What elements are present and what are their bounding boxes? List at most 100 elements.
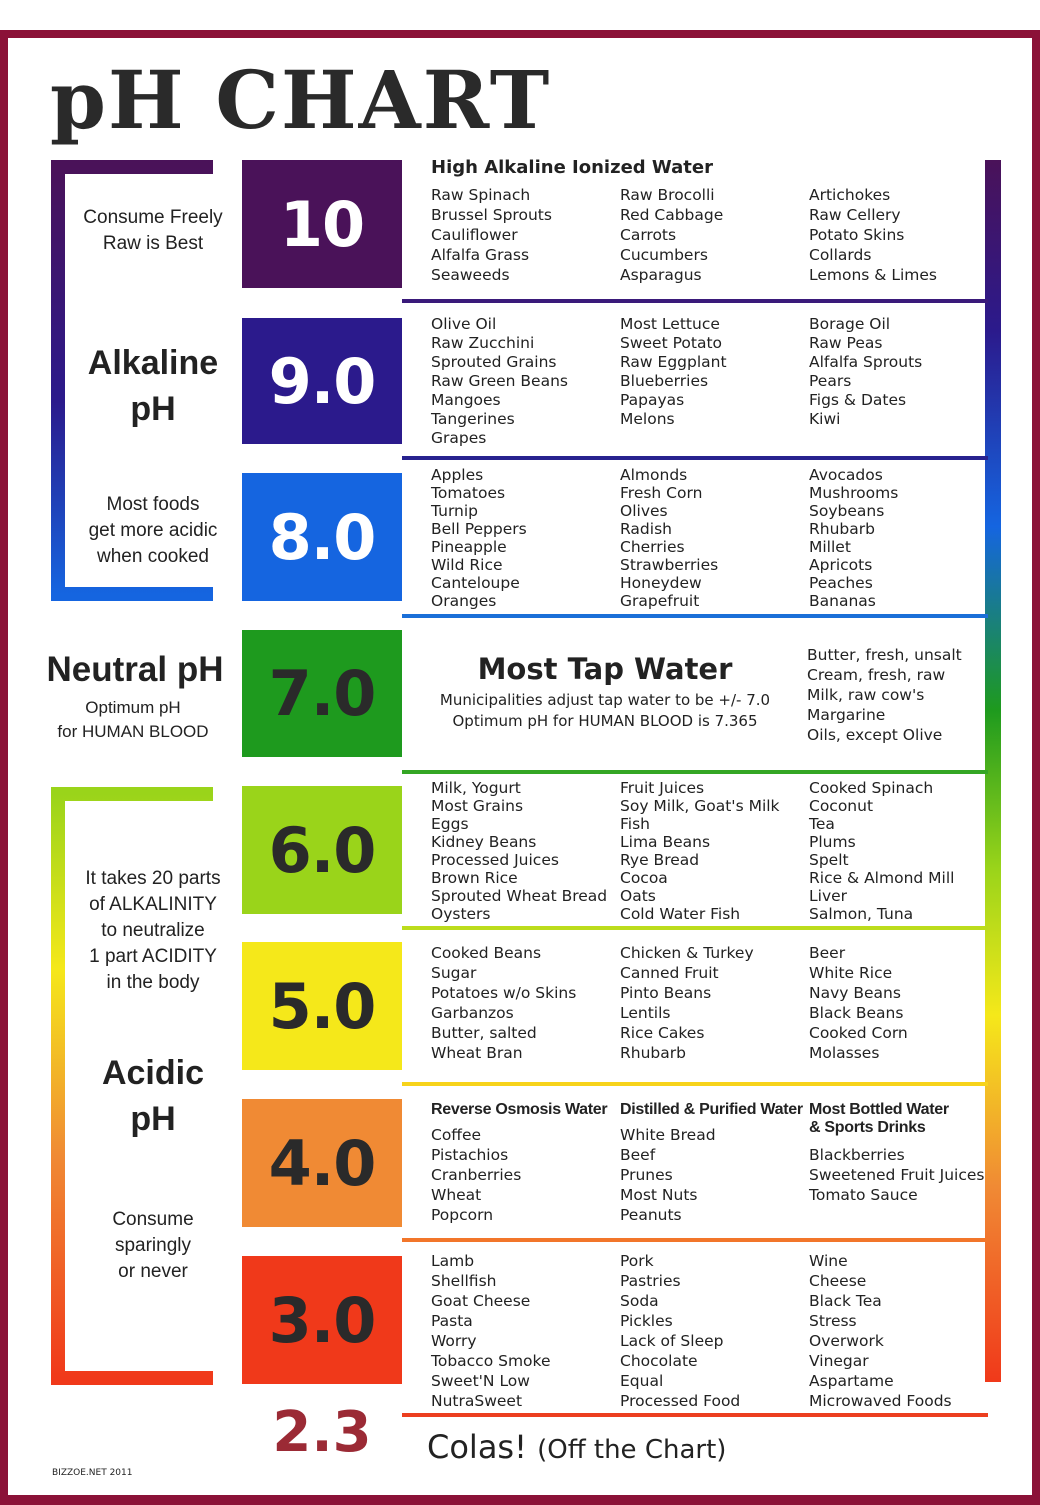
list-item: Rice Cakes xyxy=(620,1024,705,1042)
ph-value: 10 xyxy=(279,187,365,261)
list-item: Apples xyxy=(431,466,484,484)
sidebar-alkaline: Alkaline pH xyxy=(87,344,219,428)
list-item: Oats xyxy=(620,887,656,905)
list-item: Carrots xyxy=(620,226,677,244)
list-item: Wheat Bran xyxy=(431,1044,523,1062)
list-item: Stress xyxy=(809,1312,857,1330)
list-item: Garbanzos xyxy=(431,1004,514,1022)
list-item: Pickles xyxy=(620,1312,673,1330)
list-item: Potatoes w/o Skins xyxy=(431,984,577,1002)
list-item: Chicken & Turkey xyxy=(620,944,754,962)
colas-title: Colas! xyxy=(427,1428,527,1466)
list-item: Mushrooms xyxy=(809,484,899,502)
list-item: Pork xyxy=(620,1252,654,1270)
list-item: Pinto Beans xyxy=(620,984,712,1002)
ph-box-9: 9.0 xyxy=(242,318,402,444)
level-4-col-2: White Bread Beef Prunes Most Nuts Peanuts xyxy=(620,1125,716,1225)
level-6-col-1: Milk, Yogurt Most Grains Eggs Kidney Beans P… xyxy=(431,779,607,923)
list-item: Processed Food xyxy=(620,1392,741,1410)
list-item: Rice & Almond Mill xyxy=(809,869,955,887)
list-item: Pastries xyxy=(620,1272,681,1290)
level-8-col-2: Almonds Fresh Corn Olives Radish Cherries Str… xyxy=(620,466,718,610)
list-item: Lamb xyxy=(431,1252,475,1270)
list-item: Pears xyxy=(809,372,852,390)
list-item: Cocoa xyxy=(620,869,668,887)
level-8-col-3: Avocados Mushrooms Soybeans Rhubarb Millet Ap… xyxy=(809,466,898,610)
list-item: Wild Rice xyxy=(431,556,503,574)
list-item: Asparagus xyxy=(620,266,702,284)
ph-box-8: 8.0 xyxy=(242,473,402,601)
list-item: Turnip xyxy=(431,502,479,520)
list-item: Soda xyxy=(620,1292,659,1310)
list-item: Sprouted Grains xyxy=(431,353,557,371)
list-item: Oils, except Olive xyxy=(807,726,943,744)
list-item: Liver xyxy=(809,887,848,905)
list-item: Pineapple xyxy=(431,538,507,556)
list-item: Borage Oil xyxy=(809,315,891,333)
level-7-col: Butter, fresh, unsalt Cream, fresh, raw Mi… xyxy=(807,645,962,745)
list-item: Butter, salted xyxy=(431,1024,537,1042)
ph-box-7: 7.0 xyxy=(242,630,402,757)
list-item: Raw Spinach xyxy=(431,186,531,204)
list-item: Olive Oil xyxy=(431,315,497,333)
list-item: Goat Cheese xyxy=(431,1292,531,1310)
ph-box-5: 5.0 xyxy=(242,942,402,1070)
sidebar-sparingly: Consume sparingly or never xyxy=(112,1209,194,1282)
list-item: Bananas xyxy=(809,592,876,610)
list-item: Bell Peppers xyxy=(431,520,527,538)
list-item: Artichokes xyxy=(809,186,891,204)
list-item: Lack of Sleep xyxy=(620,1332,724,1350)
list-item: Aspartame xyxy=(809,1372,894,1390)
list-item: Brussel Sprouts xyxy=(431,206,552,224)
list-item: Beef xyxy=(620,1146,656,1164)
colas-ph-value: 2.3 xyxy=(272,1400,372,1465)
level-3-col-3: Wine Cheese Black Tea Stress Overwork Vinegar… xyxy=(809,1251,952,1411)
ph-value: 7.0 xyxy=(268,657,377,730)
ph-value: 5.0 xyxy=(268,969,377,1043)
level-6-col-3: Cooked Spinach Coconut Tea Plums Spelt Rice &… xyxy=(809,779,954,923)
ph-value: 6.0 xyxy=(268,813,377,887)
list-item: Soy Milk, Goat's Milk xyxy=(620,797,780,815)
list-item: Tea xyxy=(809,815,835,833)
list-item: White Bread xyxy=(620,1126,716,1144)
list-item: Blueberries xyxy=(620,372,709,390)
list-item: Lentils xyxy=(620,1004,671,1022)
list-item: Margarine xyxy=(807,706,886,724)
level-9-col-3: Borage Oil Raw Peas Alfalfa Sprouts Pears Fi… xyxy=(809,315,922,429)
list-item: Alfalfa Sprouts xyxy=(809,353,923,371)
level-4-col-1: Coffee Pistachios Cranberries Wheat Popcorn xyxy=(431,1125,521,1225)
list-item: Plums xyxy=(809,833,856,851)
ph-value: 4.0 xyxy=(268,1126,377,1200)
list-item: Strawberries xyxy=(620,556,719,574)
tap-water-note: Municipalities adjust tap water to be +/… xyxy=(439,691,771,730)
list-item: Radish xyxy=(620,520,672,538)
list-item: Most Lettuce xyxy=(620,315,720,333)
list-item: Grapes xyxy=(431,429,487,447)
list-item: Eggs xyxy=(431,815,469,833)
list-item: Kiwi xyxy=(809,410,841,428)
ph-box-6: 6.0 xyxy=(242,786,402,914)
list-item: Olives xyxy=(620,502,668,520)
list-item: Rye Bread xyxy=(620,851,700,869)
ph-box-4: 4.0 xyxy=(242,1099,402,1227)
list-item: Fresh Corn xyxy=(620,484,703,502)
divider-3-2 xyxy=(402,1413,988,1417)
list-item: Overwork xyxy=(809,1332,884,1350)
list-item: Butter, fresh, unsalt xyxy=(807,646,962,664)
divider-6-5 xyxy=(402,926,988,930)
list-item: Sugar xyxy=(431,964,477,982)
list-item: Millet xyxy=(809,538,851,556)
list-item: Fruit Juices xyxy=(620,779,705,797)
level-4-col-3: Blackberries Sweetened Fruit Juices Tomato… xyxy=(809,1145,984,1205)
list-item: Most Grains xyxy=(431,797,524,815)
list-item: Navy Beans xyxy=(809,984,901,1002)
level-5-col-2: Chicken & Turkey Canned Fruit Pinto Beans L… xyxy=(620,943,754,1063)
list-item: Wine xyxy=(809,1252,848,1270)
list-item: Avocados xyxy=(809,466,883,484)
level-3-col-1: Lamb Shellfish Goat Cheese Pasta Worry Tobacc… xyxy=(431,1251,551,1411)
colas-note: (Off the Chart) xyxy=(537,1435,727,1465)
level-9-col-2: Most Lettuce Sweet Potato Raw Eggplant Blue… xyxy=(620,315,727,429)
list-item: Oranges xyxy=(431,592,497,610)
ph-box-3: 3.0 xyxy=(242,1256,402,1384)
